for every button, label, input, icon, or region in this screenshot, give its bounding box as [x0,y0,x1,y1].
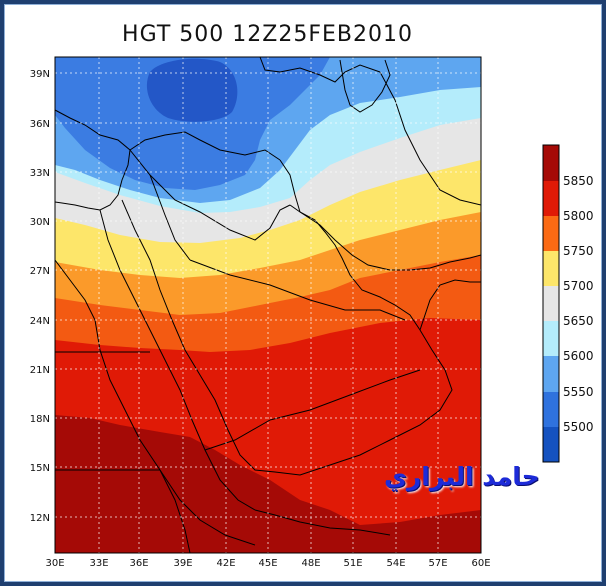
colorbar-label-5850: 5850 [563,174,594,188]
lon-label-57e: 57E [428,558,447,569]
colorbar-label-5600: 5600 [563,349,594,363]
colorbar-swatch [543,356,559,392]
longitude-axis: 30E 33E 36E 39E 42E 45E 48E 51E 54E 57E … [45,558,490,569]
colorbar-swatch [543,251,559,286]
latitude-axis: 39N 36N 33N 30N 27N 24N 21N 18N 15N 12N [30,69,50,524]
colorbar-swatch [543,181,559,216]
lon-label-36e: 36E [129,558,148,569]
lon-label-39e: 39E [173,558,192,569]
colorbar-label-5550: 5550 [563,385,594,399]
lat-label-33n: 33N [30,168,50,179]
height-field [55,57,481,553]
colorbar: 5850 5800 5750 5700 5650 5600 5550 5500 [542,144,594,463]
colorbar-swatch [543,145,559,181]
lon-label-45e: 45E [258,558,277,569]
plot-border [54,56,482,554]
lon-label-51e: 51E [343,558,362,569]
band-5550 [55,57,330,190]
lon-label-54e: 54E [386,558,405,569]
lat-label-30n: 30N [30,217,50,228]
lat-label-15n: 15N [30,463,50,474]
lat-label-24n: 24N [30,316,50,327]
colorbar-swatch [543,321,559,356]
lon-label-33e: 33E [89,558,108,569]
band-5500 [146,58,238,122]
colorbar-swatch [543,392,559,427]
lon-label-30e: 30E [45,558,64,569]
lat-label-18n: 18N [30,414,50,425]
lat-label-12n: 12N [30,513,50,524]
lat-label-21n: 21N [30,365,50,376]
lon-label-48e: 48E [301,558,320,569]
lat-label-27n: 27N [30,266,50,277]
colorbar-label-5750: 5750 [563,244,594,258]
author-signature: حامد البراري [384,462,540,491]
colorbar-label-5700: 5700 [563,279,594,293]
colorbar-swatch [543,216,559,251]
map-title: HGT 500 12Z25FEB2010 [122,22,413,47]
colorbar-swatch [543,286,559,321]
colorbar-label-5500: 5500 [563,420,594,434]
lat-label-36n: 36N [30,119,50,130]
lon-label-42e: 42E [216,558,235,569]
lat-label-39n: 39N [30,69,50,80]
lon-label-60e: 60E [471,558,490,569]
colorbar-label-5650: 5650 [563,314,594,328]
colorbar-swatch [543,427,559,462]
graticule [55,57,481,553]
colorbar-border [542,144,560,463]
colorbar-label-5800: 5800 [563,209,594,223]
